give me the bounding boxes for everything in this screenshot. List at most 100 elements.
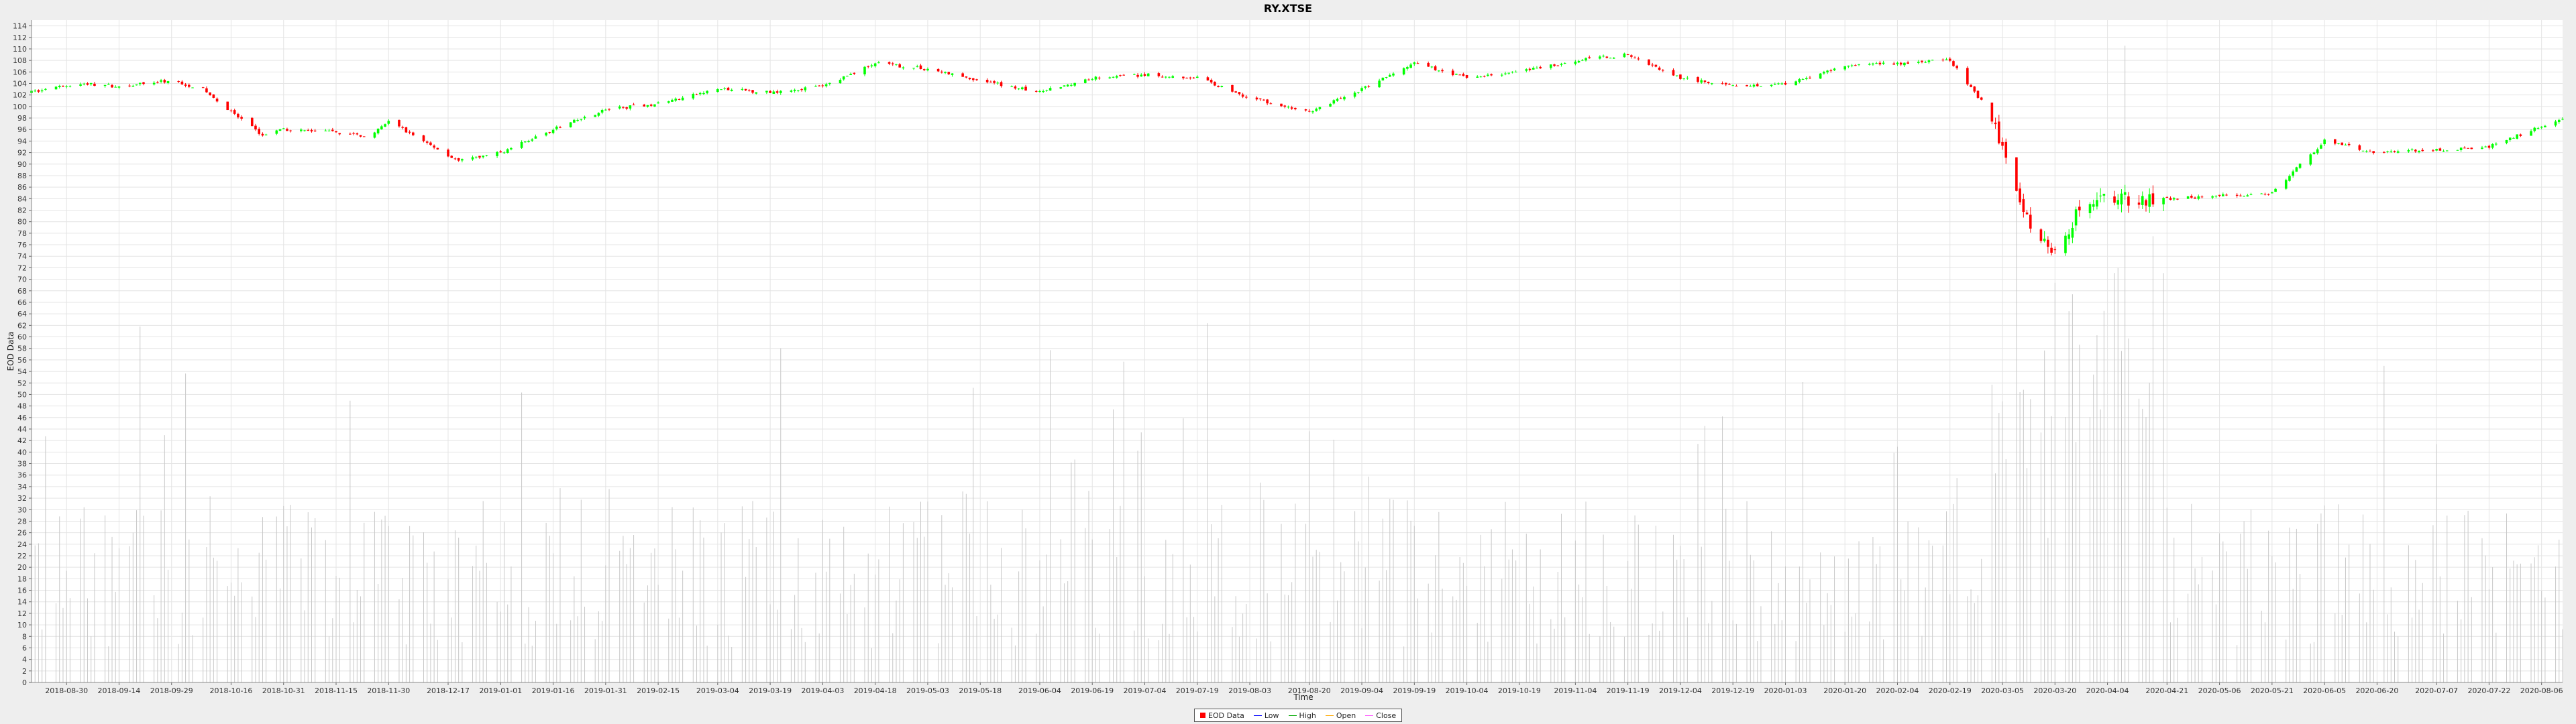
- candle-body: [1539, 66, 1542, 68]
- y-tick-label: 112: [13, 34, 27, 42]
- candle-body: [2361, 150, 2365, 152]
- candle-body: [1038, 90, 1041, 92]
- candle-body: [331, 129, 334, 131]
- candle-body: [1826, 70, 1829, 72]
- candle-body: [1214, 82, 1216, 86]
- candle-body: [2271, 192, 2273, 194]
- y-tick-label: 70: [17, 276, 27, 284]
- candle-body: [580, 119, 583, 120]
- candle-body: [349, 133, 352, 135]
- y-tick-label: 84: [17, 194, 27, 203]
- y-tick-label: 106: [13, 68, 27, 76]
- candle-body: [1091, 79, 1094, 80]
- y-tick-label: 68: [17, 287, 27, 296]
- candle-body: [1294, 107, 1297, 110]
- candle-body: [1948, 58, 1951, 61]
- candle-body: [1651, 64, 1654, 66]
- candle-body: [1921, 60, 1923, 62]
- candle-body: [1318, 107, 1322, 109]
- candle-body: [671, 99, 674, 102]
- candle-body: [2123, 192, 2127, 195]
- candle-body: [1059, 87, 1063, 89]
- candle-body: [250, 117, 254, 127]
- candle-body: [1882, 62, 1885, 64]
- candle-body: [1532, 68, 1535, 70]
- candles-layer: [30, 52, 2564, 256]
- x-tick-label: 2020-02-19: [1929, 686, 1972, 695]
- candle-body: [1507, 72, 1511, 74]
- candle-body: [2396, 151, 2400, 153]
- candle-body: [2047, 239, 2049, 247]
- candle-body: [793, 89, 796, 91]
- candle-body: [2418, 151, 2420, 153]
- candle-body: [2369, 150, 2371, 152]
- candle-body: [867, 66, 870, 67]
- candle-body: [2512, 137, 2515, 139]
- candle-body: [1560, 64, 1563, 65]
- x-tick-label: 2019-05-18: [959, 686, 1002, 695]
- candle-body: [1000, 82, 1003, 86]
- candle-body: [2383, 152, 2385, 153]
- candle-body: [86, 83, 89, 85]
- y-tick-label: 34: [17, 483, 27, 491]
- candle-body: [2407, 150, 2410, 152]
- candle-body: [2337, 143, 2340, 144]
- x-tick-label: 2019-06-19: [1071, 686, 1114, 695]
- candle-body: [300, 129, 303, 131]
- candle-body: [1907, 62, 1909, 64]
- x-tick-label: 2019-01-16: [532, 686, 575, 695]
- candle-body: [506, 149, 509, 153]
- candle-body: [870, 65, 873, 66]
- candle-body: [2456, 149, 2459, 151]
- candle-body: [1697, 77, 1699, 82]
- y-tick-label: 6: [22, 644, 27, 652]
- candle-body: [2137, 202, 2141, 205]
- x-tick-label: 2018-11-30: [367, 686, 410, 695]
- candle-body: [2039, 229, 2043, 241]
- x-tick-label: 2019-08-20: [1288, 686, 1331, 695]
- candle-body: [755, 92, 758, 94]
- candle-body: [2505, 139, 2508, 143]
- candle-body: [2544, 125, 2546, 127]
- candle-body: [839, 80, 842, 84]
- candle-body: [534, 136, 537, 139]
- candle-body: [34, 90, 37, 92]
- candle-body: [1083, 79, 1087, 83]
- candle-body: [2295, 167, 2298, 172]
- candle-body: [1875, 63, 1878, 64]
- x-tick-label: 2020-03-20: [2033, 686, 2076, 695]
- candle-body: [1819, 73, 1822, 79]
- candle-body: [2222, 194, 2224, 196]
- candle-body: [2536, 127, 2540, 129]
- candle-body: [2372, 151, 2375, 154]
- x-tick-label: 2019-01-31: [584, 686, 627, 695]
- candle-body: [2116, 200, 2120, 205]
- candle-body: [1500, 74, 1503, 76]
- candle-body: [2053, 249, 2057, 251]
- x-tick-label: 2020-01-03: [1764, 686, 1807, 695]
- candle-body: [1465, 74, 1468, 78]
- candle-body: [1094, 76, 1097, 80]
- candle-body: [387, 121, 390, 124]
- candle-body: [425, 141, 429, 143]
- candle-body: [307, 130, 310, 131]
- x-tick-label: 2019-02-15: [637, 686, 680, 695]
- candle-body: [1675, 75, 1678, 76]
- candle-body: [1903, 62, 1906, 66]
- candle-body: [657, 102, 659, 104]
- candle-body: [1416, 63, 1419, 64]
- candle-body: [310, 130, 313, 131]
- candle-body: [2292, 171, 2294, 176]
- legend-swatch: [1200, 713, 1205, 718]
- candle-body: [433, 145, 435, 148]
- candle-body: [2267, 194, 2270, 195]
- candle-body: [180, 81, 184, 84]
- candle-body: [2249, 194, 2253, 195]
- legend-swatch: [1325, 715, 1334, 716]
- y-tick-label: 14: [17, 598, 27, 607]
- candle-body: [1899, 62, 1902, 65]
- candle-body: [1630, 55, 1633, 57]
- candle-body: [142, 82, 145, 84]
- candle-body: [1794, 81, 1797, 86]
- y-tick-label: 80: [17, 218, 27, 227]
